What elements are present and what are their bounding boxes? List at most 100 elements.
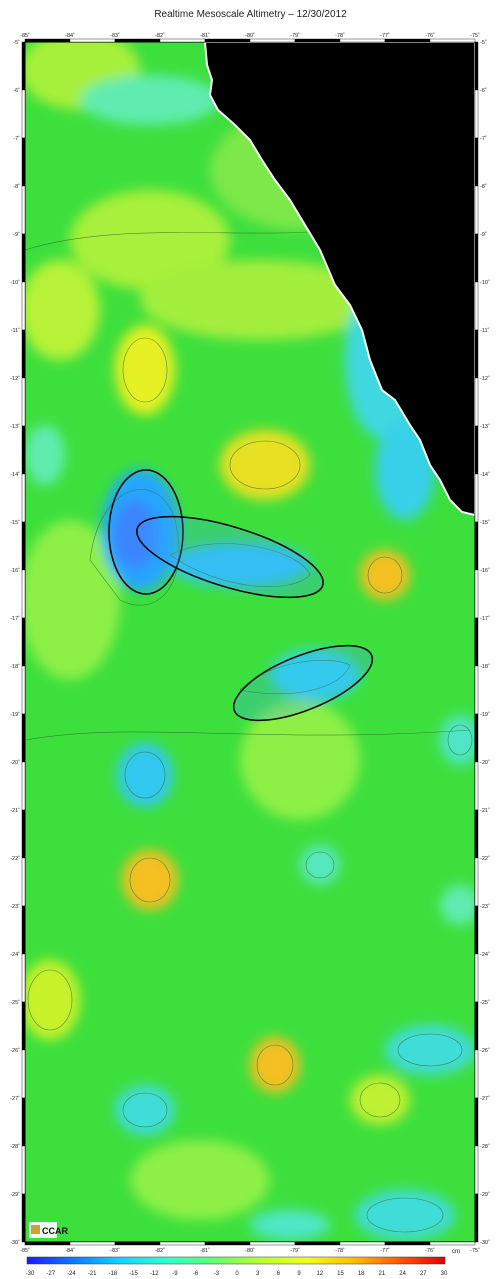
lon-label-bottom: -76˚ <box>425 1247 435 1254</box>
frame-band-top <box>339 38 386 43</box>
lat-label-right: -14˚ <box>480 471 490 478</box>
lon-label-bottom: -79˚ <box>290 1247 300 1254</box>
lat-label-right: -12˚ <box>480 375 490 382</box>
frame-band-bottom <box>339 1241 386 1246</box>
colorbar-gradient <box>26 1256 446 1265</box>
frame-band-bottom <box>294 1241 341 1246</box>
lat-label-left: -14˚ <box>10 471 20 478</box>
highlight-ellipse-2 <box>136 515 324 599</box>
lat-label-right: -23˚ <box>480 903 490 910</box>
frame-band-right <box>474 905 479 955</box>
lat-label-right: -6˚ <box>480 87 487 94</box>
lat-label-right: -16˚ <box>480 567 490 574</box>
lat-label-left: -23˚ <box>10 903 20 910</box>
frame-band-right <box>474 761 479 811</box>
lat-label-right: -18˚ <box>480 663 490 670</box>
frame-band-right <box>474 473 479 523</box>
lat-label-left: -21˚ <box>10 807 20 814</box>
frame-band-left <box>21 905 26 955</box>
frame-band-left <box>21 953 26 1003</box>
lat-label-left: -22˚ <box>10 855 20 862</box>
lon-label-bottom: -80˚ <box>245 1247 255 1254</box>
colorbar-tick-label: 24 <box>399 1271 406 1277</box>
frame-band-top <box>249 38 296 43</box>
frame-band-bottom <box>114 1241 161 1246</box>
colorbar-tick-label: -27 <box>46 1271 55 1277</box>
lat-label-right: -7˚ <box>480 135 487 142</box>
lat-label-right: -17˚ <box>480 615 490 622</box>
frame-band-left <box>21 233 26 283</box>
frame-band-right <box>474 233 479 283</box>
lat-label-left: -24˚ <box>10 951 20 958</box>
frame-band-right <box>474 1049 479 1099</box>
colorbar-tick-label: 21 <box>379 1271 386 1277</box>
lon-label-top: -79˚ <box>290 32 300 39</box>
highlight-ellipse-3 <box>232 644 374 722</box>
lon-label-bottom: -83˚ <box>110 1247 120 1254</box>
lat-label-left: -25˚ <box>10 999 20 1006</box>
lon-label-bottom: -78˚ <box>335 1247 345 1254</box>
colorbar-tick-label: 6 <box>277 1271 281 1277</box>
latitude-labels-right: -5˚ -6˚ -7˚ -8˚ -9˚ -10˚ -11˚ -12˚ -13˚ -14˚ -15˚ -… <box>480 39 490 1246</box>
frame-band-right <box>474 89 479 139</box>
lat-label-left: -29˚ <box>10 1191 20 1198</box>
lat-label-left: -9˚ <box>13 231 20 238</box>
frame-band-left <box>21 137 26 187</box>
lat-label-left: -27˚ <box>10 1095 20 1102</box>
map-title: Realtime Mesoscale Altimetry – 12/30/201… <box>154 9 347 20</box>
lat-label-left: -16˚ <box>10 567 20 574</box>
lat-label-left: -20˚ <box>10 759 20 766</box>
frame-band-left <box>21 521 26 571</box>
colorbar-tick-label: -30 <box>26 1271 35 1277</box>
lat-label-left: -17˚ <box>10 615 20 622</box>
frame-band-right <box>474 857 479 907</box>
lon-label-top: -82˚ <box>155 32 165 39</box>
frame-band-right <box>474 137 479 187</box>
colorbar: cm -30 -27 -24 -21 -18 -15 -12 -9 -6 -3 0 3 6 9 12 15 18… <box>26 1249 460 1277</box>
frame-band-bottom <box>159 1241 206 1246</box>
frame-band-right <box>474 809 479 859</box>
frame-band-left <box>21 713 26 763</box>
frame-band-right <box>474 521 479 571</box>
lat-label-left: -15˚ <box>10 519 20 526</box>
colorbar-tick-label: -6 <box>193 1271 199 1277</box>
frame-band-right <box>474 569 479 619</box>
colorbar-tick-label: 30 <box>441 1271 448 1277</box>
lat-label-right: -24˚ <box>480 951 490 958</box>
lat-label-right: -19˚ <box>480 711 490 718</box>
lat-label-right: -13˚ <box>480 423 490 430</box>
frame-band-left <box>21 1049 26 1099</box>
lon-label-bottom: -77˚ <box>380 1247 390 1254</box>
frame-band-bottom <box>69 1241 116 1246</box>
logo-emblem-icon <box>31 1225 40 1234</box>
frame-band-left <box>21 617 26 667</box>
colorbar-tick-label: -24 <box>67 1271 76 1277</box>
lon-label-top: -81˚ <box>200 32 210 39</box>
lat-label-left: -30˚ <box>10 1239 20 1246</box>
colorbar-tick-label: -21 <box>88 1271 97 1277</box>
latitude-labels-left: -5˚ -6˚ -7˚ -8˚ -9˚ -10˚ -11˚ -12˚ -13˚ -14˚ -15˚ -… <box>10 39 20 1246</box>
frame-band-left <box>21 41 26 91</box>
lat-label-right: -30˚ <box>480 1239 490 1246</box>
frame-band-bottom <box>204 1241 251 1246</box>
colorbar-tick-label: -18 <box>108 1271 117 1277</box>
lon-label-top: -83˚ <box>110 32 120 39</box>
lat-label-right: -10˚ <box>480 279 490 286</box>
frame-band-top <box>204 38 251 43</box>
colorbar-tick-label: 9 <box>297 1271 301 1277</box>
frame-band-bottom <box>429 1241 476 1246</box>
frame-band-left <box>21 377 26 427</box>
colorbar-tick-label: 3 <box>256 1271 260 1277</box>
lon-label-bottom: -81˚ <box>200 1247 210 1254</box>
frame-band-right <box>474 1097 479 1147</box>
frame-band-top <box>69 38 116 43</box>
frame-band-right <box>474 329 479 379</box>
frame-band-left <box>21 89 26 139</box>
frame-band-top <box>294 38 341 43</box>
frame-band-bottom <box>384 1241 431 1246</box>
frame-band-right <box>474 1193 479 1243</box>
colorbar-tick-label: -15 <box>129 1271 138 1277</box>
frame-band-top <box>429 38 476 43</box>
colorbar-tick-label: 27 <box>420 1271 427 1277</box>
lat-label-left: -26˚ <box>10 1047 20 1054</box>
